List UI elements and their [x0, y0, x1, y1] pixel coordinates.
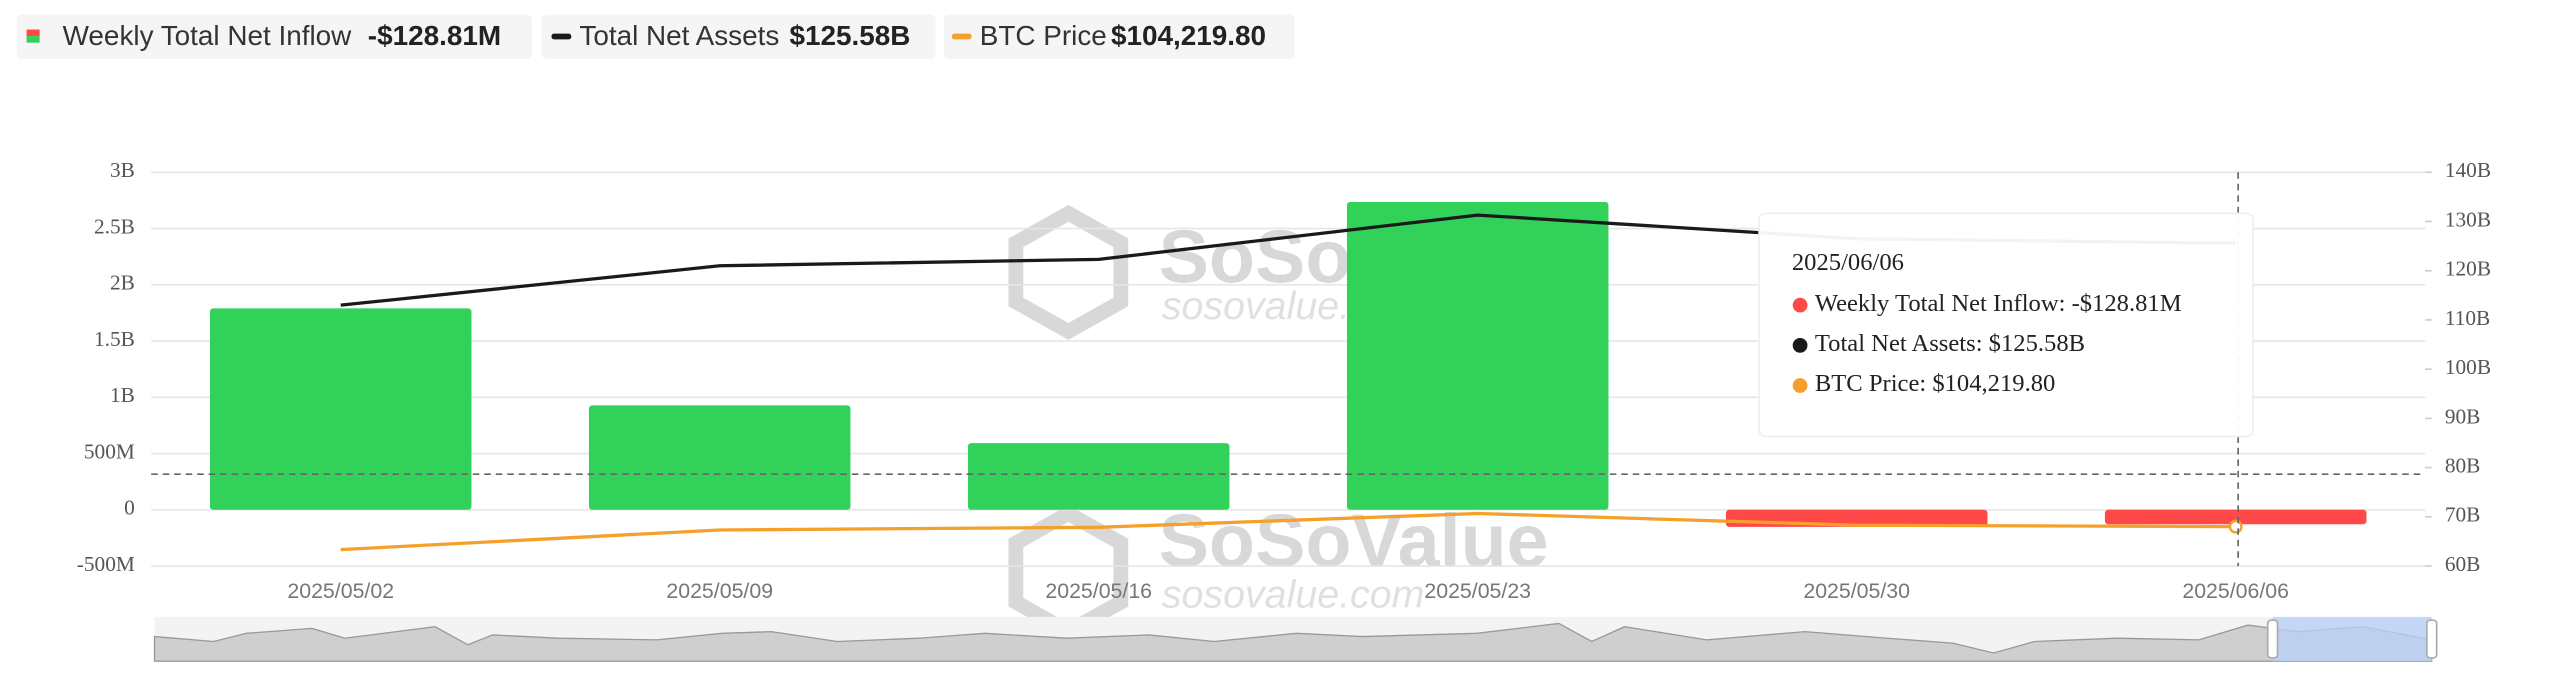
- bar: [588, 405, 851, 510]
- y2-tick-label: 60B: [2445, 552, 2481, 576]
- x-tick-label: 2025/05/16: [1045, 579, 1152, 603]
- hover-point: [2228, 519, 2243, 534]
- y2-tick-label: 120B: [2445, 257, 2491, 281]
- legend-icon: [26, 36, 40, 43]
- y-tick-label: 1B: [110, 383, 135, 407]
- legend-item-bg: [943, 14, 1295, 60]
- y-tick-label: -500M: [77, 552, 135, 576]
- bar: [967, 443, 1230, 510]
- legend-label: Weekly Total Net Inflow: [63, 20, 353, 51]
- legend-icon: [551, 33, 572, 40]
- y2-tick-label: 70B: [2445, 503, 2481, 527]
- bar: [2104, 509, 2367, 525]
- x-tick-label: 2025/05/23: [1424, 579, 1531, 603]
- tooltip: [1758, 212, 2254, 438]
- legend-value: -$128.81M: [368, 20, 501, 51]
- legend-value: $104,219.80: [1111, 20, 1266, 51]
- y2-tick-label: 130B: [2445, 207, 2491, 231]
- tooltip-line: BTC Price: $104,219.80: [1815, 370, 2055, 397]
- tooltip-dot: [1792, 297, 1808, 313]
- legend-value: $125.58B: [789, 20, 910, 51]
- y2-tick-label: 110B: [2445, 306, 2490, 330]
- watermark-text: sosovalue.com: [1162, 573, 1425, 617]
- tooltip-title: 2025/06/06: [1792, 249, 1904, 276]
- y2-tick-label: 140B: [2445, 158, 2491, 182]
- line: [340, 511, 2236, 552]
- x-tick-label: 2025/05/02: [287, 579, 394, 603]
- legend-icon: [951, 33, 972, 40]
- y-tick-label: 3B: [110, 158, 135, 182]
- watermark-text: SoSoValue: [1159, 498, 1549, 582]
- y-tick-label: 2B: [110, 271, 135, 295]
- bar: [1346, 201, 1609, 510]
- y2-tick-label: 80B: [2445, 453, 2481, 477]
- data-zoom[interactable]: [153, 616, 2438, 662]
- y2-tick-label: 90B: [2445, 404, 2481, 428]
- y2-tick-label: 100B: [2445, 355, 2491, 379]
- legend-icon: [26, 29, 40, 37]
- legend-label: Total Net Assets: [579, 20, 779, 51]
- x-tick-label: 2025/05/09: [666, 579, 773, 603]
- y-tick-label: 500M: [84, 439, 135, 463]
- watermark: [1008, 204, 1129, 641]
- legend-label: BTC Price: [980, 20, 1107, 51]
- tooltip-dot: [1792, 337, 1808, 353]
- y-tick-label: 0: [124, 496, 135, 520]
- legend-item-bg: [16, 14, 532, 60]
- x-tick-label: 2025/05/30: [1803, 579, 1910, 603]
- tooltip-line: Weekly Total Net Inflow: -$128.81M: [1815, 290, 2182, 317]
- legend-item-bg: [541, 14, 936, 60]
- y-tick-label: 2.5B: [94, 214, 135, 238]
- x-tick-label: 2025/06/06: [2182, 579, 2289, 603]
- bar: [209, 308, 472, 510]
- y-tick-label: 1.5B: [94, 327, 135, 351]
- tooltip-line: Total Net Assets: $125.58B: [1815, 330, 2085, 357]
- tooltip-dot: [1792, 378, 1808, 393]
